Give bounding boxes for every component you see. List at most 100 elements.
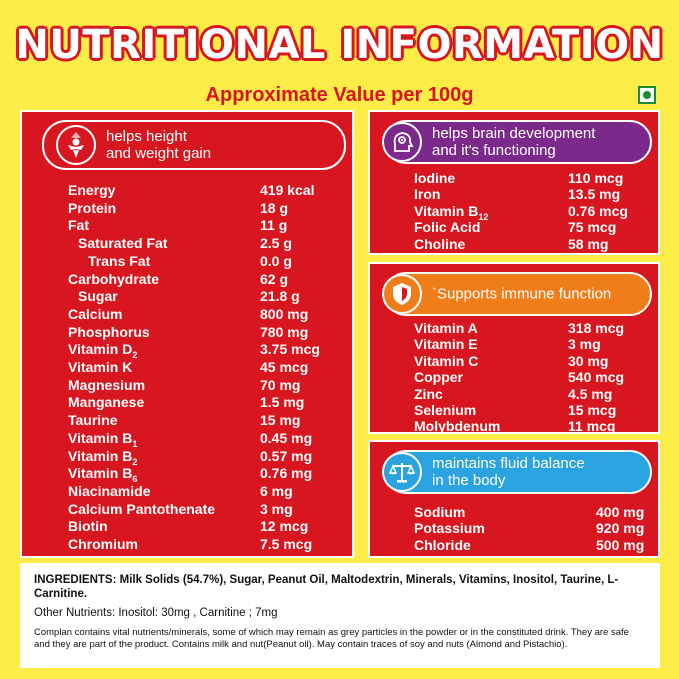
nutrient-name: Vitamin B6 xyxy=(68,465,138,484)
height-weight-heading-line2: and weight gain xyxy=(106,145,212,162)
nutrient-value: 0.0 g xyxy=(260,252,292,269)
nutrient-value: 11 mcg xyxy=(568,418,616,435)
nutrient-name: Niacinamide xyxy=(68,482,151,499)
nutrient-subscript: 12 xyxy=(478,211,489,222)
nutrient-value: 920 mg xyxy=(596,520,645,537)
fluid-balance-heading-line1: maintains fluid balance xyxy=(432,455,585,472)
nutrient-name: Zinc xyxy=(414,385,443,402)
nutrient-name: Vitamin C xyxy=(414,352,479,369)
ingredients-text: INGREDIENTS: Milk Solids (54.7%), Sugar,… xyxy=(34,574,619,600)
nutrient-subscript: 2 xyxy=(132,350,138,361)
nutrient-name: Potassium xyxy=(414,520,485,537)
nutrient-name: Vitamin B12 xyxy=(414,202,489,222)
nutrient-value: 70 mg xyxy=(260,376,301,393)
nutrient-name: Protein xyxy=(68,199,117,216)
nutrient-value: 15 mg xyxy=(260,412,301,429)
nutrient-name: Sodium xyxy=(414,504,466,520)
nutrient-name: Sugar xyxy=(78,288,118,305)
nutrient-subscript: 2 xyxy=(132,456,138,467)
nutrient-name: Vitamin A xyxy=(414,320,478,336)
nutrient-name: Molybdenum xyxy=(414,418,501,435)
nutrient-name: Chromium xyxy=(68,536,138,552)
nutrient-value: 21.8 g xyxy=(260,288,300,305)
nutrient-name: Chloride xyxy=(414,536,471,553)
balance-scale-icon xyxy=(382,452,422,492)
nutrient-name: Iron xyxy=(414,186,441,203)
brain-panel: helps brain development and it's functio… xyxy=(368,110,660,255)
nutrient-value: 0.76 mg xyxy=(260,465,313,482)
nutrient-value: 3 mg xyxy=(260,500,293,517)
nutrient-name: Vitamin E xyxy=(414,336,478,353)
nutrient-name: Vitamin B1 xyxy=(68,429,138,449)
other-nutrients-text: Other Nutrients: Inositol: 30mg , Carnit… xyxy=(34,607,278,619)
nutrient-value: 13.5 mg xyxy=(568,186,621,203)
nutrient-value: 3.75 mcg xyxy=(260,341,320,358)
nutrient-value: 318 mcg xyxy=(568,320,625,336)
nutrient-name: Copper xyxy=(414,369,463,386)
nutrient-subscript: 1 xyxy=(132,438,138,449)
nutrient-name: Calcium xyxy=(68,305,123,322)
nutrient-name: Vitamin K xyxy=(68,359,133,375)
brain-heading-line2: and it's functioning xyxy=(432,142,556,159)
nutrient-name: Folic Acid xyxy=(414,219,481,236)
nutrient-value: 62 g xyxy=(260,270,289,287)
page-subtitle: Approximate Value per 100g xyxy=(205,84,474,106)
nutrient-value: 2.5 g xyxy=(260,235,292,252)
nutrient-name: Biotin xyxy=(68,518,108,535)
nutrient-name: Magnesium xyxy=(68,376,146,393)
nutrient-value: 540 mcg xyxy=(568,369,625,386)
nutrient-value: 58 mg xyxy=(568,235,609,252)
height-weight-panel: helps height and weight gain Energy 419 k… xyxy=(20,110,354,558)
fluid-balance-heading-line2: in the body xyxy=(432,472,506,489)
nutrient-value: 0.76 mcg xyxy=(568,202,628,219)
nutrient-subscript: 6 xyxy=(132,473,138,484)
nutrient-name: Energy xyxy=(68,182,116,198)
nutrient-name: Trans Fat xyxy=(88,252,151,269)
nutrient-name: Fat xyxy=(68,217,89,234)
nutrient-value: 18 g xyxy=(260,199,289,216)
nutrient-name: Iodine xyxy=(414,170,456,186)
nutrient-name: Manganese xyxy=(68,394,145,411)
nutrient-name: Phosphorus xyxy=(68,323,150,340)
brain-heading: helps brain development and it's functio… xyxy=(382,120,652,164)
nutrient-value: 4.5 mg xyxy=(568,385,613,402)
nutrient-value: 1.5 mg xyxy=(260,394,305,411)
immune-heading-line1: `Supports immune function xyxy=(432,285,612,303)
nutrient-value: 3 mg xyxy=(568,336,601,353)
nutrient-value: 780 mg xyxy=(260,323,309,340)
nutrient-value: 45 mcg xyxy=(260,359,309,375)
height-weight-heading: helps height and weight gain xyxy=(42,120,346,170)
disclaimer-text: Complan contains vital nutrients/mineral… xyxy=(34,627,629,650)
veg-mark-icon xyxy=(638,86,656,104)
nutrient-value: 400 mg xyxy=(596,504,645,520)
ingredients-box: INGREDIENTS: Milk Solids (54.7%), Sugar,… xyxy=(20,563,660,668)
nutrient-value: 419 kcal xyxy=(260,182,315,198)
nutrient-value: 110 mcg xyxy=(568,170,624,186)
nutrient-name: Carbohydrate xyxy=(68,270,160,287)
nutrient-value: 15 mcg xyxy=(568,402,617,418)
nutrient-value: 0.45 mg xyxy=(260,429,313,446)
nutrient-value: 12 mcg xyxy=(260,518,309,535)
brain-gear-icon xyxy=(382,122,422,162)
nutrient-value: 7.5 mcg xyxy=(260,536,313,552)
fluid-balance-heading: maintains fluid balance in the body xyxy=(382,450,652,494)
nutrient-value: 800 mg xyxy=(260,305,309,322)
nutrient-name: Selenium xyxy=(414,402,477,418)
immune-panel: `Supports immune function Vitamin A 318 m… xyxy=(368,262,660,434)
nutrient-name: Vitamin B2 xyxy=(68,447,138,467)
body-growth-icon xyxy=(56,125,96,165)
nutrient-value: 75 mcg xyxy=(568,219,617,236)
immune-heading: `Supports immune function xyxy=(382,272,652,316)
nutrient-name: Taurine xyxy=(68,412,118,429)
nutrient-value: 500 mg xyxy=(596,536,645,553)
nutrient-name: Calcium Pantothenate xyxy=(68,500,216,517)
nutrient-name: Choline xyxy=(414,235,466,252)
nutrient-value: 0.57 mg xyxy=(260,447,313,464)
nutrient-value: 30 mg xyxy=(568,352,609,369)
nutrient-name: Vitamin D2 xyxy=(68,341,138,361)
height-weight-heading-line1: helps height xyxy=(106,128,187,145)
page-title: NUTRITIONAL INFORMATION xyxy=(15,22,664,68)
nutrient-name: Saturated Fat xyxy=(78,235,168,252)
nutrient-value: 11 g xyxy=(260,217,288,234)
fluid-balance-panel: maintains fluid balance in the body Sodi… xyxy=(368,440,660,558)
